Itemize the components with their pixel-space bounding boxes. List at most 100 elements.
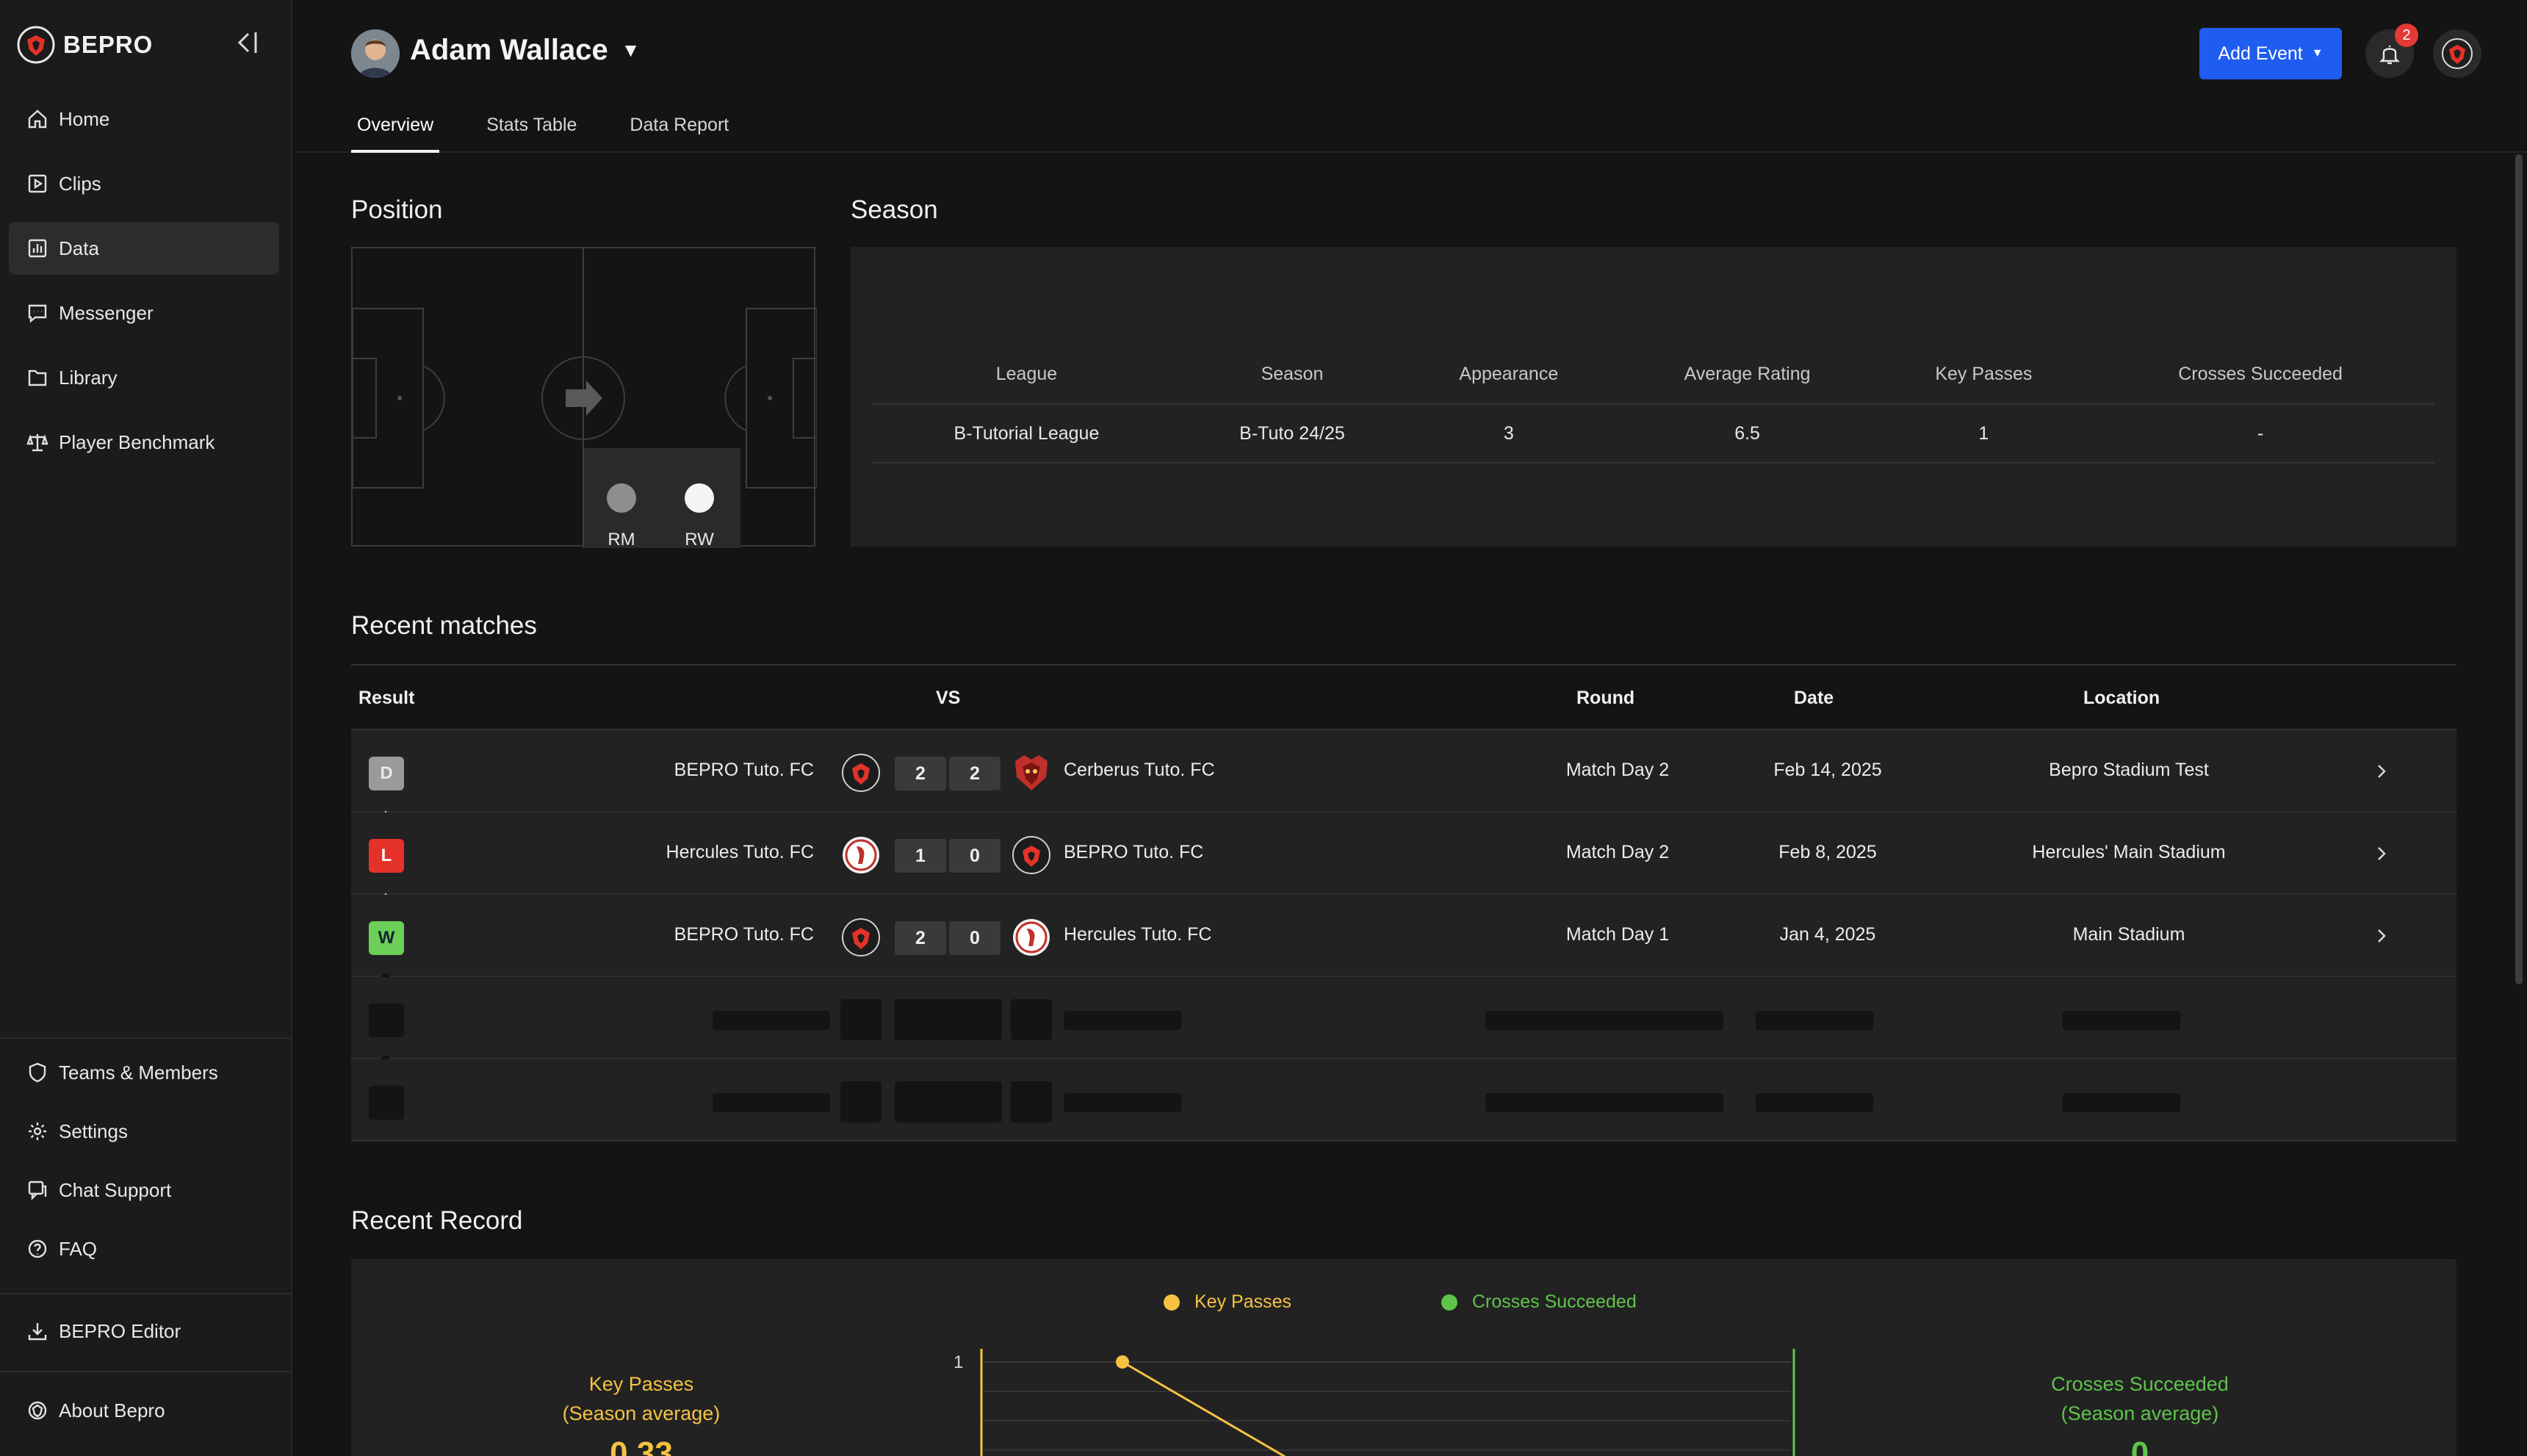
- scale-icon: [26, 434, 48, 452]
- caret-down-icon: ▼: [621, 39, 641, 61]
- skeleton-block: [1011, 999, 1052, 1040]
- chevron-right-icon[interactable]: [2368, 840, 2395, 867]
- round: Match Day 1: [1565, 924, 1670, 945]
- divider: [0, 1037, 292, 1039]
- legend-label: Key Passes: [1194, 1291, 1292, 1312]
- sidebar-item-clips[interactable]: Clips: [9, 157, 279, 210]
- date: Jan 4, 2025: [1779, 924, 1876, 945]
- recent-matches-title: Recent matches: [351, 611, 537, 640]
- home-score: 2: [895, 921, 946, 955]
- tab-overview[interactable]: Overview: [351, 110, 440, 153]
- position-label-rm: RM: [608, 530, 635, 548]
- skeleton-block: [369, 1003, 404, 1037]
- hercules-team-logo-icon: [843, 837, 879, 873]
- match-row[interactable]: W BEPRO Tuto. FC 2 0 Hercules Tuto. FC M…: [351, 895, 2456, 977]
- legend-dot: [1164, 1294, 1180, 1311]
- key-passes-point[interactable]: [1116, 1355, 1129, 1369]
- sidebar-item-data[interactable]: Data: [9, 222, 279, 275]
- key-passes-line: [1122, 1361, 1286, 1456]
- recent-record-title: Recent Record: [351, 1206, 523, 1235]
- label-line: (Season average): [2061, 1402, 2219, 1424]
- sidebar-item-label: BEPRO Editor: [59, 1319, 181, 1342]
- home-icon: [28, 109, 47, 129]
- date: Feb 8, 2025: [1778, 842, 1877, 862]
- sidebar-item-chat-support[interactable]: Chat Support: [9, 1167, 279, 1214]
- add-event-button[interactable]: Add Event ▼: [2199, 28, 2342, 79]
- tab-bar: Overview Stats Table Data Report: [351, 110, 776, 153]
- sidebar-item-teams-members[interactable]: Teams & Members: [9, 1049, 279, 1096]
- legend-item-key-passes[interactable]: Key Passes: [1164, 1291, 1291, 1313]
- skeleton-block: [2063, 1093, 2180, 1112]
- result-badge: W: [369, 921, 404, 955]
- team-logo-icon: [2442, 38, 2473, 69]
- skeleton-block: [1485, 1093, 1723, 1112]
- chevron-right-icon[interactable]: [2368, 923, 2395, 949]
- position-marker-rm: [607, 483, 636, 513]
- position-title: Position: [351, 195, 443, 224]
- match-row[interactable]: D BEPRO Tuto. FC 2 2 Cerberus Tuto. FC M…: [351, 730, 2456, 812]
- recent-record-panel: Key Passes Crosses Succeeded Key Passes …: [351, 1259, 2456, 1456]
- column-header: Season: [1180, 345, 1405, 405]
- sidebar-item-library[interactable]: Library: [9, 351, 279, 404]
- sidebar-item-bepro-editor[interactable]: BEPRO Editor: [9, 1308, 279, 1355]
- message-icon: [28, 304, 47, 323]
- table-row: B-Tutorial League B-Tuto 24/25 3 6.5 1 -: [873, 404, 2434, 464]
- tab-data-report[interactable]: Data Report: [630, 115, 729, 135]
- cerberus-team-logo-icon: [1015, 755, 1048, 790]
- table-cell: B-Tutorial League: [873, 404, 1180, 464]
- divider: [0, 1371, 292, 1372]
- crosses-average-label: Crosses Succeeded (Season average): [2026, 1369, 2254, 1428]
- add-event-label: Add Event: [2218, 43, 2303, 64]
- help-icon: [28, 1239, 47, 1258]
- legend-item-crosses[interactable]: Crosses Succeeded: [1441, 1291, 1637, 1313]
- notification-badge: 2: [2395, 24, 2418, 47]
- player-selector[interactable]: Adam Wallace ▼: [410, 34, 640, 67]
- skeleton-block: [1756, 1093, 1873, 1112]
- away-team-name: Hercules Tuto. FC: [1064, 924, 1212, 945]
- key-passes-average-value: 0.33: [610, 1435, 673, 1456]
- column-header: VS: [936, 688, 961, 708]
- pitch-graphic: RM RW: [352, 248, 818, 549]
- tab-stats-table[interactable]: Stats Table: [486, 115, 577, 135]
- location: Main Stadium: [2072, 924, 2185, 945]
- chevron-right-icon[interactable]: [2368, 758, 2395, 785]
- away-score: 2: [949, 757, 1001, 790]
- table-cell: B-Tuto 24/25: [1180, 404, 1405, 464]
- team-switcher[interactable]: [2433, 29, 2481, 78]
- recent-matches-table: Result VS Round Date Location D BEPRO Tu…: [351, 664, 2456, 1142]
- sidebar-item-label: Home: [59, 107, 110, 130]
- sidebar-item-settings[interactable]: Settings: [9, 1108, 279, 1155]
- sidebar-item-label: Data: [59, 237, 99, 259]
- round: Match Day 2: [1565, 842, 1670, 862]
- away-score: 0: [949, 839, 1001, 873]
- main-scrollbar[interactable]: [2515, 154, 2523, 984]
- sidebar-item-label: Player Benchmark: [59, 430, 215, 453]
- bepro-logo-icon: [28, 1401, 47, 1420]
- match-row[interactable]: L Hercules Tuto. FC 1 0 BEPRO Tuto. FC M…: [351, 812, 2456, 895]
- skeleton-block: [840, 999, 882, 1040]
- divider: [0, 1293, 292, 1294]
- result-badge: D: [369, 757, 404, 790]
- season-title: Season: [851, 195, 938, 224]
- sidebar-item-faq[interactable]: FAQ: [9, 1225, 279, 1272]
- skeleton-block: [2063, 1011, 2180, 1030]
- y-tick-label: 1: [954, 1352, 963, 1372]
- label-line: (Season average): [562, 1402, 721, 1424]
- sidebar-item-label: Clips: [59, 172, 101, 195]
- sidebar-item-messenger[interactable]: Messenger: [9, 286, 279, 339]
- location: Hercules' Main Stadium: [2032, 842, 2226, 862]
- sidebar-item-label: Chat Support: [59, 1178, 172, 1201]
- sidebar-item-player-benchmark[interactable]: Player Benchmark: [9, 416, 279, 469]
- bepro-team-logo-icon: [842, 918, 880, 956]
- shield-icon: [29, 1062, 46, 1083]
- brand[interactable]: BEPRO: [16, 22, 153, 68]
- skeleton-block: [1064, 1011, 1181, 1030]
- skeleton-block: [1064, 1093, 1181, 1112]
- table-cell: 3: [1404, 404, 1614, 464]
- loading-row: [351, 1059, 2456, 1142]
- sidebar-item-home[interactable]: Home: [9, 93, 279, 145]
- sidebar-item-about-bepro[interactable]: About Bepro: [9, 1387, 279, 1434]
- collapse-sidebar-icon[interactable]: [234, 29, 260, 56]
- home-team-name: Hercules Tuto. FC: [666, 842, 814, 862]
- page-header: Adam Wallace ▼ Overview Stats Table Data…: [294, 0, 2527, 153]
